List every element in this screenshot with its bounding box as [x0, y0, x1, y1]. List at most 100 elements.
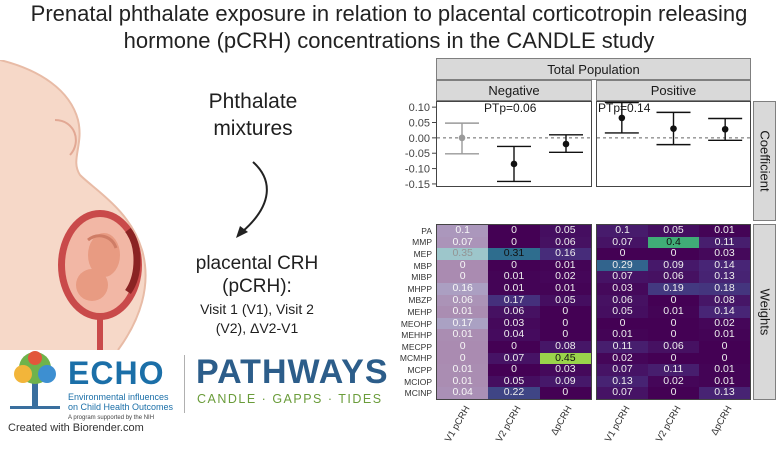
weight-cell: 0 — [648, 352, 699, 365]
facet-label-positive: Positive — [650, 83, 697, 98]
weight-cell: 0.17 — [488, 294, 540, 307]
weight-cell: 0.17 — [437, 317, 489, 330]
weight-cell: 0.01 — [597, 329, 648, 341]
weight-cell: 0.08 — [539, 340, 591, 353]
weight-cell: 0 — [437, 352, 489, 365]
echo-subtitle-2: on Child Health Outcomes — [68, 402, 174, 412]
weight-cell: 0.01 — [488, 271, 540, 283]
weight-cell: 0 — [648, 248, 699, 260]
weight-cell: 0.09 — [539, 375, 591, 388]
weight-cell: 0.07 — [597, 271, 648, 283]
outcome-line-1: placental CRH — [195, 253, 319, 274]
weight-cell: 0.01 — [539, 259, 591, 272]
weight-cell: 0 — [648, 294, 699, 307]
outcome-line-2: (pCRH): — [222, 276, 292, 297]
weight-row-label: MHPP — [407, 283, 432, 294]
weight-cell: 0.03 — [597, 282, 648, 295]
weight-cell: 0.1 — [437, 224, 489, 237]
weight-cell: 0 — [539, 329, 591, 341]
weight-cell: 0.02 — [699, 317, 750, 330]
ptp-negative: PTp=0.06 — [484, 101, 537, 115]
weight-cell: 0.11 — [597, 340, 648, 353]
x-axis-label: V1 pCRH — [442, 404, 473, 445]
outcome-line-4: (V2), ΔV2-V1 — [215, 320, 299, 336]
weight-cell: 0.13 — [699, 271, 750, 283]
weight-cell: 0.08 — [699, 294, 750, 307]
weight-cell: 0.07 — [597, 236, 648, 249]
weight-cell: 0.06 — [648, 340, 699, 353]
mixtures-line-2: mixtures — [213, 117, 293, 140]
coef-ytick-label: 0.00 — [409, 133, 430, 145]
weight-row-label: PA — [421, 225, 432, 236]
weight-cell: 0.11 — [699, 236, 750, 249]
weight-cell: 0.4 — [648, 236, 699, 249]
weight-row-label: MMP — [412, 237, 432, 248]
weight-cell: 0.06 — [648, 271, 699, 283]
weight-cell: 0.03 — [539, 364, 591, 376]
weight-cell: 0 — [648, 317, 699, 330]
weight-row-label: MEHHP — [401, 330, 432, 341]
weight-cell: 0 — [648, 329, 699, 341]
weight-row-label: MCMHP — [399, 353, 432, 364]
weight-cell: 0.02 — [597, 352, 648, 365]
weight-cell: 0.29 — [597, 259, 648, 272]
facet-strip-negative: Negative — [436, 80, 592, 101]
weight-cell: 0.05 — [488, 375, 540, 388]
weight-cell: 0 — [539, 317, 591, 330]
weight-cell: 0.01 — [648, 306, 699, 318]
created-with-credit: Created with Biorender.com — [8, 422, 144, 434]
weight-cell: 0.05 — [539, 294, 591, 307]
weight-row-label: MEP — [413, 249, 432, 259]
row-strip-coefficient-label: Coefficient — [757, 130, 772, 192]
weight-cell: 0.16 — [437, 282, 489, 295]
weight-cell: 0.01 — [699, 329, 750, 341]
weight-cell: 0 — [488, 364, 540, 376]
weight-cell: 0.06 — [488, 306, 540, 318]
weight-cell: 0 — [488, 259, 540, 272]
mixtures-line-1: Phthalate — [208, 90, 298, 113]
title-line-2: hormone (pCRH) concentrations in the CAN… — [123, 28, 655, 53]
weight-cell: 0.03 — [488, 317, 540, 330]
ptp-positive: PTp=0.14 — [598, 101, 651, 115]
weights-panel-positive — [596, 224, 751, 400]
x-axis-label: V2 pCRH — [493, 404, 524, 445]
weight-cell: 0.01 — [699, 364, 750, 376]
echo-subtitle-3: A program supported by the NIH — [68, 415, 155, 421]
outcome-line-3: Visit 1 (V1), Visit 2 — [200, 301, 314, 317]
weight-cell: 0.19 — [648, 282, 699, 295]
weight-cell: 0.13 — [699, 387, 750, 399]
weight-row-label: MEOHP — [400, 318, 432, 329]
echo-logo-text: ECHO — [68, 355, 165, 391]
weights-panel-negative — [436, 224, 592, 400]
weight-cell: 0.18 — [699, 282, 750, 295]
weight-row-label: MCIOP — [404, 376, 432, 387]
weight-row-label: MEHP — [407, 307, 432, 317]
weight-cell: 0 — [488, 340, 540, 353]
weight-cell: 0.02 — [648, 375, 699, 388]
header-strip: Total Population — [436, 58, 751, 80]
page-title: Prenatal phthalate exposure in relation … — [0, 0, 778, 54]
facet-strip-positive: Positive — [596, 80, 751, 101]
echo-subtitle-1: Environmental influences — [68, 392, 169, 402]
weight-cell: 0.01 — [488, 282, 540, 295]
x-axis-label: ΔpCRH — [549, 404, 575, 438]
weight-cell: 0.05 — [539, 224, 591, 237]
coef-ytick-label: 0.10 — [409, 102, 430, 114]
facet-label-negative: Negative — [488, 83, 540, 98]
weight-cell: 0.05 — [597, 306, 648, 318]
weight-cell: 0.13 — [597, 375, 648, 388]
pregnancy-illustration — [0, 60, 147, 350]
weight-row-label: MBZP — [408, 295, 432, 306]
weight-cell: 0.07 — [437, 236, 489, 249]
weight-cell: 0.01 — [437, 329, 489, 341]
weight-row-label: MIBP — [411, 272, 432, 283]
weight-cell: 0.22 — [488, 387, 540, 399]
weight-row-label: MECPP — [401, 341, 432, 352]
x-axis-label: ΔpCRH — [708, 404, 735, 438]
weight-cell: 0.01 — [437, 364, 489, 376]
row-strip-coefficient: Coefficient — [753, 101, 776, 221]
weight-cell: 0 — [597, 248, 648, 260]
weight-cell: 0.07 — [597, 364, 648, 376]
weight-cell: 0 — [539, 306, 591, 318]
weight-cell: 0.35 — [437, 248, 489, 260]
